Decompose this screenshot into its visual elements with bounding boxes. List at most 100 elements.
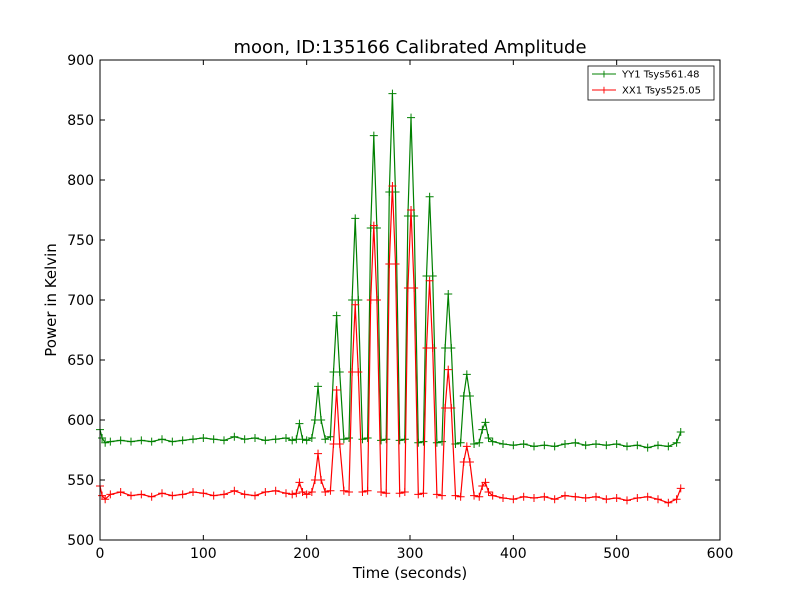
- data-point-xx1: [369, 221, 378, 230]
- data-point-xx1: [561, 491, 569, 500]
- data-point-xx1: [351, 300, 360, 309]
- data-point-xx1: [147, 492, 156, 501]
- data-point-xx1: [335, 440, 344, 448]
- data-point-yy1: [358, 435, 367, 444]
- data-point-yy1: [470, 440, 479, 448]
- data-point-yy1: [499, 440, 507, 448]
- chart-title: moon, ID:135166 Calibrated Amplitude: [233, 37, 586, 58]
- data-point-xx1: [321, 488, 330, 496]
- data-point-xx1: [456, 492, 465, 501]
- data-point-yy1: [592, 440, 600, 448]
- data-point-yy1: [623, 442, 631, 451]
- data-point-xx1: [488, 491, 497, 500]
- data-point-yy1: [98, 434, 107, 442]
- data-point-yy1: [271, 435, 280, 444]
- data-point-yy1: [321, 435, 330, 444]
- data-point-yy1: [116, 436, 125, 445]
- data-point-xx1: [168, 491, 177, 500]
- data-point-xx1: [519, 492, 528, 501]
- x-tick-label: 100: [190, 546, 217, 562]
- data-point-yy1: [475, 438, 484, 447]
- data-point-yy1: [414, 438, 423, 447]
- data-point-xx1: [314, 449, 323, 458]
- data-point-xx1: [106, 490, 115, 499]
- x-tick-label: 500: [603, 546, 630, 562]
- data-point-xx1: [550, 495, 559, 504]
- data-point-yy1: [388, 89, 397, 98]
- data-point-yy1: [189, 435, 197, 444]
- data-point-yy1: [101, 438, 110, 447]
- data-point-yy1: [540, 441, 549, 450]
- data-point-xx1: [664, 498, 673, 507]
- data-point-xx1: [612, 494, 621, 502]
- data-point-yy1: [307, 434, 316, 442]
- y-tick-label: 600: [67, 413, 94, 429]
- data-point-yy1: [612, 440, 621, 448]
- data-point-yy1: [478, 425, 487, 434]
- data-point-yy1: [643, 443, 652, 452]
- data-point-yy1: [251, 434, 259, 442]
- data-point-yy1: [335, 368, 344, 376]
- data-point-yy1: [462, 370, 471, 379]
- data-point-xx1: [282, 489, 290, 498]
- data-point-xx1: [444, 365, 453, 374]
- data-point-yy1: [147, 437, 156, 446]
- data-point-xx1: [363, 486, 372, 495]
- data-point-yy1: [550, 442, 559, 451]
- data-point-yy1: [137, 436, 146, 445]
- x-tick-label: 0: [96, 546, 105, 562]
- data-point-xx1: [230, 486, 239, 495]
- data-point-yy1: [456, 438, 465, 447]
- data-point-xx1: [438, 491, 447, 500]
- data-point-yy1: [282, 434, 290, 442]
- data-point-yy1: [672, 438, 681, 447]
- data-point-xx1: [654, 495, 662, 504]
- data-point-xx1: [354, 368, 363, 376]
- x-tick-label: 300: [397, 546, 424, 562]
- data-point-yy1: [106, 437, 115, 446]
- data-point-xx1: [481, 478, 490, 487]
- data-point-xx1: [571, 492, 580, 501]
- data-point-xx1: [220, 490, 228, 499]
- data-point-xx1: [428, 344, 437, 352]
- legend-marker-yy1: +: [599, 68, 608, 81]
- data-point-xx1: [391, 260, 400, 268]
- data-point-xx1: [372, 296, 381, 304]
- data-point-xx1: [377, 488, 386, 496]
- data-point-xx1: [447, 404, 456, 412]
- data-point-yy1: [488, 437, 497, 446]
- data-point-yy1: [633, 441, 642, 450]
- data-point-xx1: [395, 489, 404, 498]
- y-tick-label: 900: [67, 53, 94, 69]
- data-point-xx1: [462, 442, 471, 451]
- data-point-yy1: [561, 440, 569, 448]
- data-point-xx1: [288, 490, 297, 499]
- data-point-yy1: [407, 113, 416, 122]
- data-point-xx1: [209, 491, 218, 500]
- data-point-yy1: [345, 434, 354, 442]
- y-axis-label: Power in Kelvin: [42, 243, 60, 357]
- data-point-xx1: [581, 494, 590, 502]
- data-point-xx1: [592, 492, 600, 501]
- data-point-yy1: [444, 290, 453, 298]
- data-point-yy1: [230, 432, 239, 441]
- tick-layer: 0 100 200 300 400 500 600 500 550 600 650 700 750 800…: [67, 53, 733, 562]
- data-point-xx1: [484, 488, 493, 496]
- legend: + YY1 Tsys561.48 + XX1 Tsys525.05: [587, 65, 715, 101]
- legend-marker-xx1: +: [599, 84, 608, 97]
- data-point-yy1: [481, 418, 490, 427]
- y-tick-label: 800: [67, 173, 94, 189]
- data-point-xx1: [414, 490, 423, 499]
- data-point-xx1: [101, 495, 110, 504]
- data-point-xx1: [672, 495, 681, 504]
- data-point-xx1: [499, 494, 507, 502]
- data-point-xx1: [465, 458, 474, 466]
- data-point-yy1: [351, 214, 360, 223]
- data-point-xx1: [382, 489, 391, 498]
- y-tick-label: 550: [67, 473, 94, 489]
- x-axis-label: Time (seconds): [352, 564, 468, 582]
- x-tick-label: 200: [293, 546, 320, 562]
- data-point-xx1: [451, 491, 460, 500]
- data-point-xx1: [407, 206, 416, 214]
- data-point-xx1: [633, 494, 642, 502]
